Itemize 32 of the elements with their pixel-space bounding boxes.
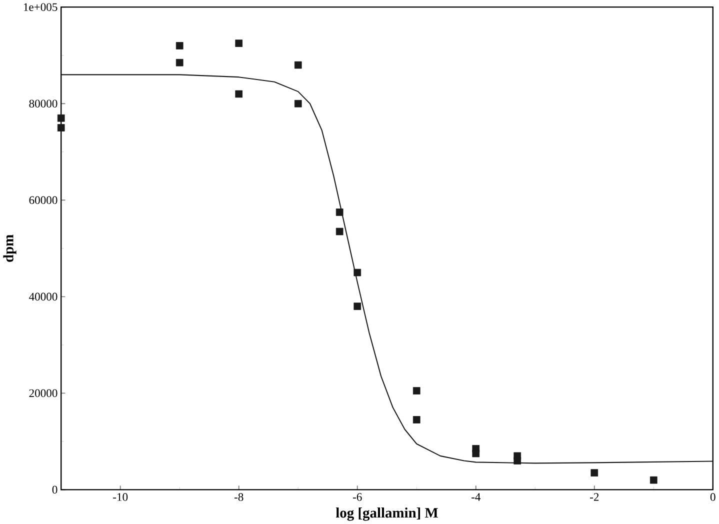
x-tick-label: -2 <box>590 493 599 501</box>
point <box>514 457 522 464</box>
point <box>336 208 344 216</box>
point <box>176 58 184 66</box>
y-tick-label: 80000 <box>29 100 58 108</box>
y-tick-label: 0 <box>52 486 58 494</box>
x-tick-label: -10 <box>113 493 128 501</box>
point <box>57 114 65 122</box>
y-axis-title: dpm <box>3 234 16 262</box>
y-tick-label: 20000 <box>29 389 58 398</box>
x-tick-label: -8 <box>234 493 244 501</box>
point <box>57 124 65 132</box>
point <box>354 302 362 310</box>
point <box>294 61 302 69</box>
point <box>472 450 480 458</box>
x-tick-label: 0 <box>710 493 716 501</box>
point <box>650 476 658 484</box>
point <box>336 228 344 236</box>
x-tick-label: -6 <box>352 493 362 501</box>
x-tick-label: -4 <box>471 493 481 501</box>
point <box>590 469 598 476</box>
point <box>412 387 420 394</box>
point <box>235 90 243 98</box>
y-tick-label: 60000 <box>29 196 58 204</box>
y-tick-label: 40000 <box>29 292 58 301</box>
point <box>354 268 362 276</box>
point <box>294 100 302 108</box>
point <box>235 40 243 47</box>
y-tick-label: 1e+005 <box>24 3 58 12</box>
point <box>176 42 184 50</box>
x-axis-title: log [gallamin] M <box>336 508 438 521</box>
point <box>412 416 420 424</box>
